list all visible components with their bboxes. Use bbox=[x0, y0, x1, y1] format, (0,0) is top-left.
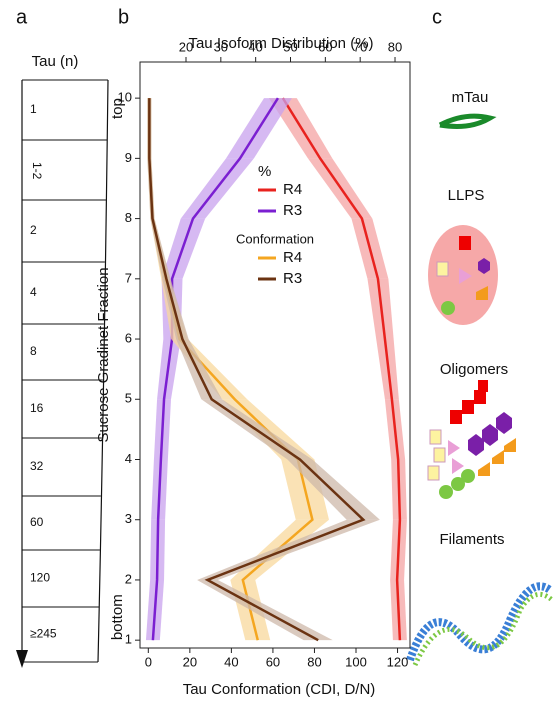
y-tick-label: 3 bbox=[125, 511, 132, 526]
schematic-label: LLPS bbox=[448, 187, 485, 204]
panel-label: c bbox=[432, 6, 442, 28]
panel-label: a bbox=[16, 6, 28, 28]
y-tick-label: 6 bbox=[125, 330, 132, 345]
x-tick-label: 60 bbox=[266, 654, 280, 669]
legend-title: Conformation bbox=[236, 231, 314, 246]
tube-section-label: 16 bbox=[30, 401, 44, 415]
x2-tick-label: 70 bbox=[353, 39, 367, 54]
x-tick-label: 80 bbox=[307, 654, 321, 669]
filament-icon bbox=[415, 594, 552, 665]
y-tick-label: 9 bbox=[125, 150, 132, 165]
x-tick-label: 40 bbox=[224, 654, 238, 669]
x-axis-title: Tau Conformation (CDI, D/N) bbox=[183, 681, 376, 698]
legend-title: % bbox=[258, 163, 271, 180]
legend-label: R3 bbox=[283, 270, 302, 287]
legend-label: R3 bbox=[283, 202, 302, 219]
icon bbox=[437, 262, 448, 276]
tube-section-label: 1-2 bbox=[30, 162, 44, 180]
schematic-label: mTau bbox=[452, 89, 489, 106]
schematic-label: Oligomers bbox=[440, 361, 508, 378]
figure: a b c Tau (n) mTau LLPS Oligomers Filame… bbox=[0, 0, 559, 706]
x-tick-label: 120 bbox=[387, 654, 409, 669]
x2-tick-label: 80 bbox=[388, 39, 402, 54]
tube-title: Tau (n) bbox=[32, 53, 79, 70]
tube-arrow bbox=[16, 650, 28, 668]
error-band bbox=[222, 399, 314, 459]
y-tick-label: 4 bbox=[125, 451, 132, 466]
filament-icon bbox=[410, 586, 550, 660]
icon bbox=[459, 236, 471, 250]
tube-section-label: ≥245 bbox=[30, 627, 57, 641]
y-tick-label: 2 bbox=[125, 571, 132, 586]
y-tick-label: 8 bbox=[125, 210, 132, 225]
legend-label: R4 bbox=[283, 181, 302, 198]
y-axis-title: Sucrose Gradinet Fraction bbox=[95, 267, 112, 442]
tube-section-label: 1 bbox=[30, 102, 37, 116]
tube-section-label: 4 bbox=[30, 285, 37, 299]
tube-section-label: 120 bbox=[30, 571, 50, 585]
x2-tick-label: 30 bbox=[214, 39, 228, 54]
icon bbox=[441, 301, 455, 315]
x2-tick-label: 40 bbox=[248, 39, 262, 54]
x-tick-label: 100 bbox=[345, 654, 367, 669]
schematic-label: Filaments bbox=[439, 531, 504, 548]
mtau-icon bbox=[440, 116, 490, 126]
tube-section-label: 60 bbox=[30, 515, 44, 529]
tube-section-label: 8 bbox=[30, 344, 37, 358]
y-tick-label: 7 bbox=[125, 270, 132, 285]
x2-tick-label: 60 bbox=[318, 39, 332, 54]
x2-tick-label: 20 bbox=[179, 39, 193, 54]
x-tick-label: 20 bbox=[183, 654, 197, 669]
y-end-label: bottom bbox=[109, 594, 126, 640]
panel-label: b bbox=[118, 6, 129, 28]
y-tick-label: 5 bbox=[125, 391, 132, 406]
x-tick-label: 0 bbox=[145, 654, 152, 669]
tube-section-label: 32 bbox=[30, 459, 44, 473]
y-end-label: top bbox=[109, 98, 126, 119]
tube-section-label: 2 bbox=[30, 223, 37, 237]
x2-tick-label: 50 bbox=[283, 39, 297, 54]
legend-label: R4 bbox=[283, 249, 302, 266]
